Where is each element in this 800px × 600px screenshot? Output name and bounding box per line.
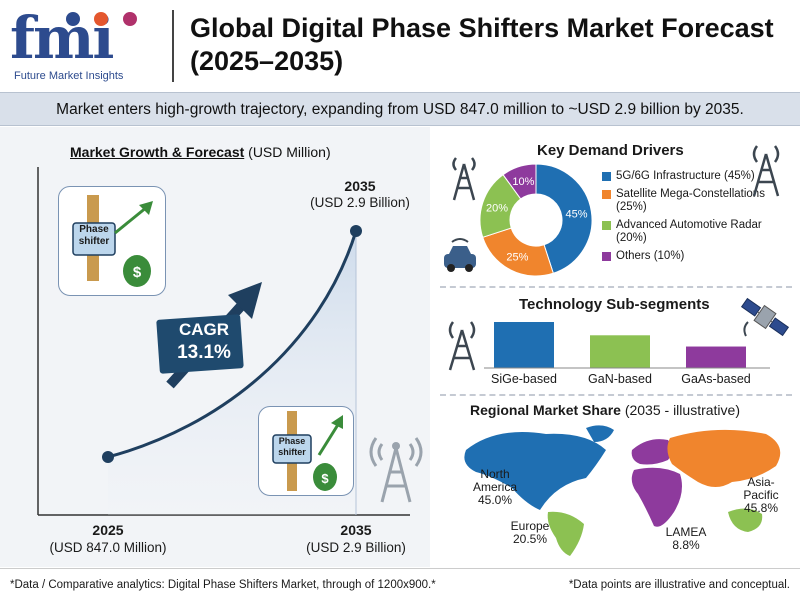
banner-text: Market enters high-growth trajectory, ex… [56,101,744,118]
header: fmi Future Market Insights Global Digita… [0,0,800,92]
donut-value-label: 25% [506,252,528,264]
logo-dot-icon [66,12,80,26]
region-label-asia-pacific: Asia- Pacific 45.8% [743,475,779,515]
page-title: Global Digital Phase Shifters Market For… [190,13,774,76]
donut-slice [502,163,537,200]
phase-shifter-label: Phase shifter [78,224,110,247]
region-lamea [631,467,682,527]
antenna-tower-icon [752,145,780,197]
logo-icons [66,12,147,31]
growth-chart-title: Market Growth & Forecast (USD Million) [70,144,331,160]
cell-tower-icon [369,437,423,503]
tech-title: Technology Sub-segments [519,296,710,313]
legend-swatch [602,190,611,199]
phase-shifter-card: $ Phase shifter [58,186,166,296]
antenna-tower-icon [448,321,476,371]
demand-title: Key Demand Drivers [537,142,684,159]
world-map [464,425,781,556]
end-year: 2035 [340,522,372,538]
start-point [102,451,114,463]
car-radar-icon [444,238,476,272]
region-label-lamea: LAMEA 8.8% [665,525,707,552]
donut-slice [482,227,554,277]
end-value: (USD 2.9 Billion) [306,540,406,555]
region-label-europe: Europe 20.5% [510,519,550,546]
cagr-box [156,314,244,374]
phase-shifter-icon: $ [272,411,343,491]
logo-dot-icon [94,12,109,26]
donut-value-label: 10% [512,176,534,188]
start-value: (USD 847.0 Million) [49,540,167,555]
regional-title: Regional Market Share (2035 - illustrati… [470,402,740,418]
growth-title-bold: Market Growth & Forecast [70,144,245,160]
region-greenland [586,425,614,442]
legend-item: Advanced Automotive Radar (20%) [602,219,792,245]
trend-arrow-icon [228,282,262,319]
end-value-top: (USD 2.9 Billion) [310,195,410,210]
phase-shifter-card-small: $ Phase shifter [258,406,354,496]
header-divider [172,10,174,82]
growth-line [107,230,358,459]
region-australia [728,508,763,532]
logo-subtitle: Future Market Insights [14,70,124,82]
demand-donut-chart: 45% 25% 20% 10% [479,163,593,277]
tech-bar-label: SiGe-based [490,372,557,386]
end-year-top: 2035 [344,178,376,194]
tech-bar [494,322,554,368]
tech-bar-label: GaAs-based [681,372,751,386]
svg-text:$: $ [321,471,329,486]
antenna-tower-icon [452,157,476,201]
svg-text:$: $ [133,264,142,281]
legend-swatch [602,252,611,261]
legend-item: Others (10%) [602,250,792,263]
legend-item: 5G/6G Infrastructure (45%) [602,170,792,183]
fmi-logo: fmi Future Market Insights [10,8,150,84]
cagr-value: 13.1% [177,342,231,363]
region-south-america [547,511,584,556]
tech-bar-chart [484,322,770,369]
section-divider [440,394,792,396]
legend-swatch [602,172,611,181]
footer-source-note: *Data / Comparative analytics: Digital P… [10,579,436,591]
donut-value-label: 45% [565,209,587,221]
region-europe [631,439,672,465]
legend-item: Satellite Mega-Constellations (25%) [602,188,792,214]
footer-disclaimer: *Data points are illustrative and concep… [568,579,790,591]
cagr-label: CAGR [178,320,230,339]
region-north-america [464,432,606,510]
start-year: 2025 [92,522,124,538]
region-label-north-america: North America 45.0% [472,467,517,507]
tech-bar [686,346,746,368]
growth-title-unit: (USD Million) [244,144,331,160]
region-asia-pacific [667,429,781,487]
footer: *Data / Comparative analytics: Digital P… [0,568,800,600]
demand-legend: 5G/6G Infrastructure (45%) Satellite Meg… [602,170,792,268]
legend-swatch [602,221,611,230]
tech-bar-label: GaN-based [588,372,652,386]
logo-dot-icon [122,12,137,26]
tech-bar [590,335,650,368]
phase-shifter-label: Phase shifter [278,436,306,457]
section-divider [440,286,792,288]
satellite-icon [740,297,790,337]
end-point [350,225,362,237]
donut-slice [535,163,593,274]
donut-value-label: 20% [486,202,508,214]
phase-shifter-icon: $ [72,195,153,287]
summary-banner: Market enters high-growth trajectory, ex… [0,92,800,126]
